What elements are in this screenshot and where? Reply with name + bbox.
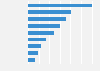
Bar (28, 58, 35, 62)
Bar (28, 10, 72, 14)
Bar (28, 38, 46, 41)
Bar (28, 24, 60, 28)
Bar (28, 44, 41, 48)
Bar (28, 4, 92, 7)
Bar (28, 51, 38, 55)
Bar (28, 31, 54, 35)
Bar (28, 17, 66, 21)
